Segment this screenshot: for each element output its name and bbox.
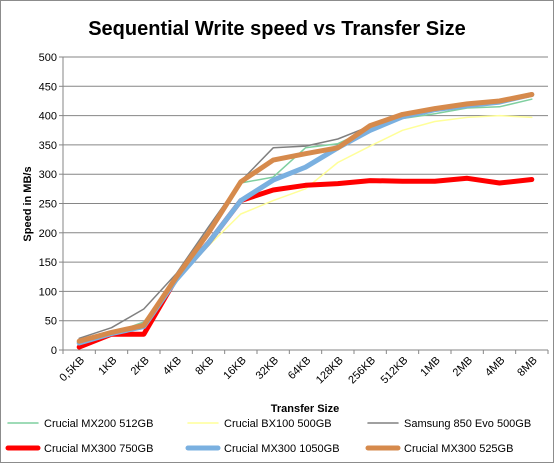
x-tick-label: 2MB: [451, 354, 475, 378]
y-tick-label: 300: [39, 169, 57, 181]
x-tick-label: 8KB: [193, 354, 216, 377]
series-line-2: [78, 114, 533, 344]
y-tick-label: 0: [51, 345, 57, 357]
x-tick-label: 128KB: [314, 354, 346, 386]
x-tick-label: 16KB: [221, 354, 249, 382]
y-tick-label: 200: [39, 228, 57, 240]
x-tick-label: 0,5KB: [57, 354, 87, 384]
legend-label: Crucial MX300 1050GB: [224, 443, 340, 455]
chart-title: Sequential Write speed vs Transfer Size: [88, 18, 466, 40]
series-line-4: [76, 175, 535, 350]
x-axis-title: Transfer Size: [271, 403, 339, 415]
y-tick-label: 50: [45, 316, 57, 328]
y-tick-label: 400: [39, 111, 57, 123]
x-tick-label: 2KB: [129, 354, 152, 377]
axes: [59, 56, 549, 354]
y-tick-label: 350: [39, 140, 57, 152]
legend-label: Crucial MX300 525GB: [404, 443, 513, 455]
y-tick-label: 150: [39, 257, 57, 269]
x-tick-label: 256KB: [346, 354, 378, 386]
x-tick-label: 64KB: [286, 354, 314, 382]
series-line-3: [78, 93, 533, 340]
x-tick-label: 4MB: [483, 354, 507, 378]
y-tick-label: 100: [39, 286, 57, 298]
legend-label: Crucial MX200 512GB: [44, 418, 153, 430]
x-tick-label: 4KB: [161, 354, 184, 377]
x-tick-label: 8MB: [515, 354, 539, 378]
legend: Crucial MX200 512GB Crucial BX100 500GB Sa…: [5, 418, 531, 455]
legend-label: Samsung 850 Evo 500GB: [404, 418, 531, 430]
x-tick-label: 32KB: [254, 354, 282, 382]
y-tick-label: 250: [39, 199, 57, 211]
legend-label: Crucial MX300 750GB: [44, 443, 153, 455]
x-tick-label: 1KB: [96, 354, 119, 377]
x-tick-label: 512KB: [379, 354, 411, 386]
y-axis-title: Speed in MB/s: [22, 166, 34, 241]
series-lines: [76, 92, 535, 350]
y-tick-label: 500: [39, 52, 57, 64]
series-line-6: [76, 92, 535, 344]
x-tick-label: 1MB: [418, 354, 442, 378]
y-tick-label: 450: [39, 81, 57, 93]
legend-label: Crucial BX100 500GB: [224, 418, 332, 430]
